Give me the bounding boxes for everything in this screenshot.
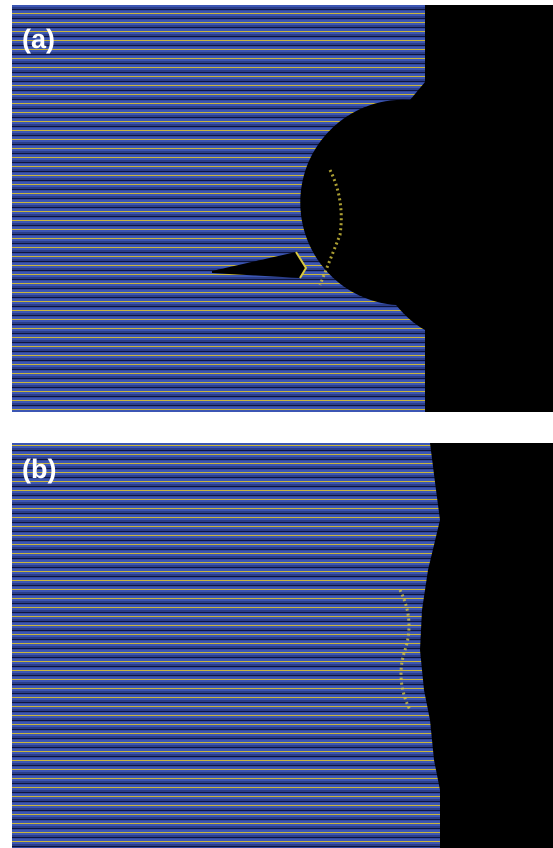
void-region (420, 443, 553, 848)
panel-a: (a) (12, 5, 553, 412)
page: (a) (b) (() => { const data = JSON.parse… (0, 0, 553, 848)
figure: (a) (b) (0, 0, 553, 848)
panel-label: (b) (22, 454, 56, 484)
panel-b: (b) (12, 443, 553, 848)
panel-label: (a) (22, 24, 55, 54)
